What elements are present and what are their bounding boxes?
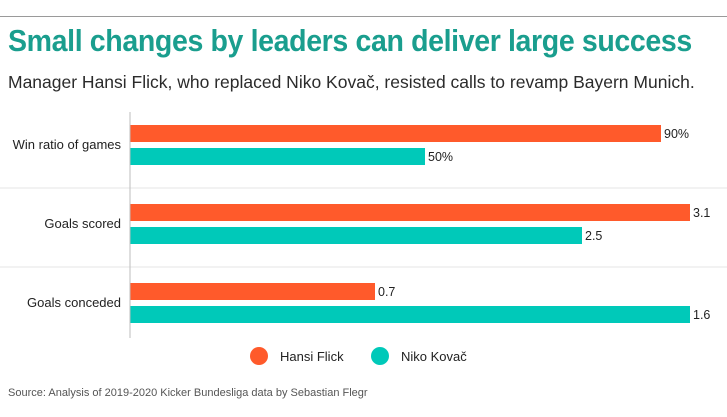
bar-value-label: 50% (428, 150, 453, 164)
category-label: Win ratio of games (13, 137, 122, 152)
top-rule (0, 16, 727, 17)
bar-hansi-flick (130, 125, 661, 142)
bar-value-label: 3.1 (693, 206, 710, 220)
category-labels: Win ratio of games Goals scored Goals conc… (13, 137, 122, 310)
bars (130, 125, 690, 323)
bar-value-label: 90% (664, 127, 689, 141)
bar-hansi-flick (130, 283, 375, 300)
source-note: Source: Analysis of 2019-2020 Kicker Bun… (8, 387, 368, 399)
bar-niko-kovac (130, 227, 582, 244)
legend-swatch (371, 347, 389, 365)
bar-niko-kovac (130, 306, 690, 323)
bar-value-label: 2.5 (585, 229, 602, 243)
category-label: Goals conceded (27, 295, 121, 310)
bar-value-label: 0.7 (378, 285, 395, 299)
legend-swatch (250, 347, 268, 365)
category-separators (0, 187, 727, 268)
legend-label: Niko Kovač (401, 349, 467, 364)
bar-niko-kovac (130, 148, 425, 165)
chart-subtitle: Manager Hansi Flick, who replaced Niko K… (8, 72, 695, 92)
chart-title: Small changes by leaders can deliver lar… (8, 23, 692, 58)
bar-hansi-flick (130, 204, 690, 221)
category-label: Goals scored (44, 216, 121, 231)
legend-label: Hansi Flick (280, 349, 344, 364)
legend: Hansi Flick Niko Kovač (250, 347, 467, 365)
bar-value-label: 1.6 (693, 308, 710, 322)
bar-value-labels: 90% 50% 3.1 2.5 0.7 1.6 (378, 127, 710, 322)
